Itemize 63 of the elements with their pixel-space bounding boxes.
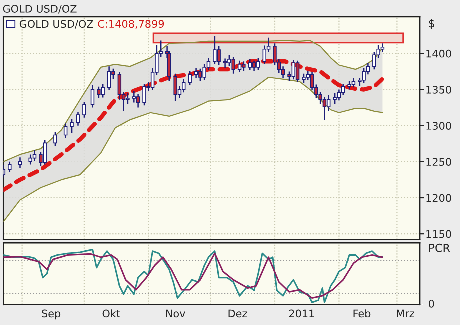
candlestick (322, 96, 327, 121)
candlestick (168, 50, 172, 82)
chart-title: GOLD USD/OZ (3, 5, 77, 14)
y-tick-label: 1150 (426, 230, 452, 238)
candlestick (8, 161, 12, 173)
candlestick (18, 156, 22, 170)
x-tick-label: Nov (166, 310, 186, 318)
y-tick-label: 1400 (426, 50, 452, 58)
candlestick (64, 123, 68, 139)
candlestick (333, 92, 337, 105)
candlestick (188, 70, 192, 86)
candlestick (326, 94, 331, 112)
x-tick-label: Feb (354, 310, 371, 318)
candlestick (341, 83, 346, 96)
x-tick-label: Sep (42, 310, 61, 320)
x-tick-label: Dez (228, 310, 248, 318)
candlestick (248, 58, 252, 71)
candlestick (232, 56, 236, 75)
line-series (4, 60, 385, 192)
y-tick-label: 1350 (426, 86, 452, 94)
candlestick (242, 61, 246, 72)
candlestick (198, 68, 202, 82)
candlestick (43, 140, 47, 166)
candlestick (213, 36, 217, 66)
candlestick (54, 132, 58, 147)
candlestick (352, 78, 356, 88)
y-tick-label: 1300 (426, 122, 452, 130)
y-tick-label: 1200 (426, 194, 452, 202)
candlestick (310, 72, 314, 92)
candlestick (256, 57, 260, 71)
legend-label: GOLD USD/OZ (20, 20, 94, 29)
x-tick-label: Okt (102, 310, 120, 318)
candlestick (292, 60, 296, 80)
candlestick (82, 101, 86, 119)
candlestick (228, 54, 232, 67)
candlestick (132, 90, 136, 104)
candlestick (223, 58, 228, 69)
candlestick (101, 83, 105, 98)
candlestick (90, 84, 95, 108)
candlestick (107, 66, 112, 92)
candlestick (70, 118, 74, 134)
candlestick (174, 73, 178, 102)
y-tick-label: 1250 (426, 158, 452, 166)
y-axis-title: PCR (429, 244, 450, 252)
annotation: C:1408,7899 (98, 20, 164, 30)
candlestick (28, 154, 32, 166)
candlestick (142, 83, 146, 106)
x-tick-label: Mrz (397, 310, 414, 318)
candlestick (76, 112, 80, 126)
candlestick (97, 86, 101, 100)
candlestick (302, 73, 306, 84)
candlestick (252, 60, 256, 72)
candlestick (238, 60, 242, 74)
x-tick-label: 2011 (289, 310, 314, 318)
candlestick (194, 68, 198, 79)
y-axis-title: $ (429, 19, 434, 30)
candlestick (126, 92, 130, 105)
line-series (4, 40, 384, 162)
line-series (4, 76, 384, 222)
candlestick (296, 60, 300, 84)
candlestick (217, 46, 221, 66)
candlestick (136, 93, 140, 108)
ref-line-label: 0 (429, 300, 434, 308)
